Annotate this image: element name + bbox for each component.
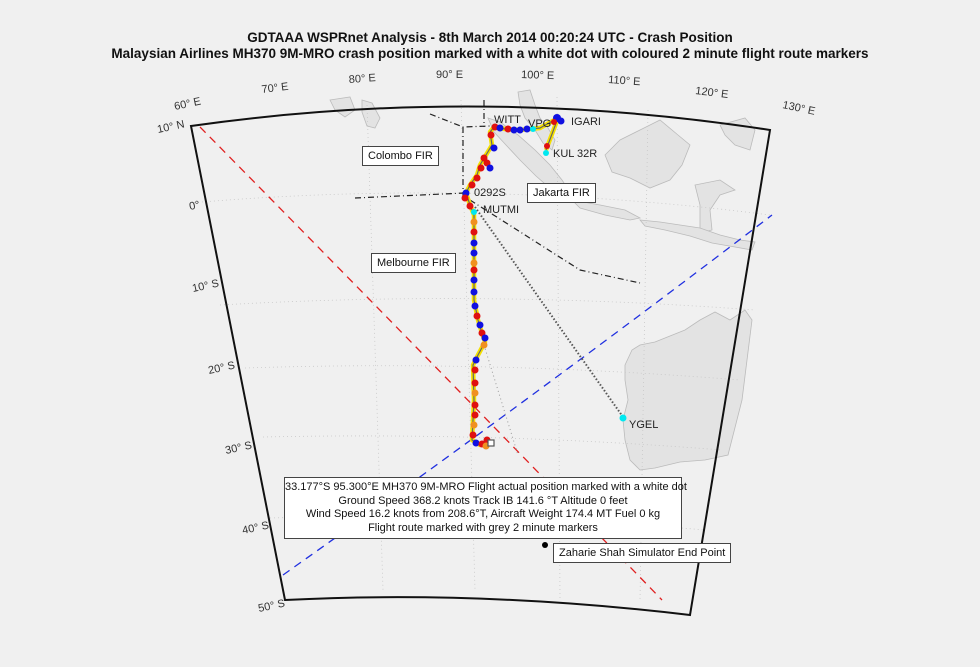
fir-boundaries <box>354 100 641 284</box>
simulator-end-point-label: Zaharie Shah Simulator End Point <box>553 543 732 563</box>
lon-label-130e: 130° E <box>781 99 816 118</box>
melbourne-fir-label: Melbourne FIR <box>371 253 456 273</box>
route-markers <box>461 114 565 450</box>
lat-label-10n: 10° N <box>156 118 186 135</box>
info-wind-speed: Wind Speed 16.2 knots from 208.6°T, Airc… <box>305 508 661 520</box>
waypoint-ygel: YGEL <box>629 419 658 431</box>
lon-label-100e: 100° E <box>521 69 555 82</box>
ygel-marker <box>619 414 627 422</box>
info-position: 33.177°S 95.300°E MH370 9M-MRO Flight ac… <box>285 481 687 493</box>
waypoint-0292s: 0292S <box>474 187 506 199</box>
lat-label-30s: 30° S <box>224 440 253 457</box>
lon-label-80e: 80° E <box>348 72 376 86</box>
waypoint-witt: WITT <box>494 114 521 126</box>
colombo-fir-label: Colombo FIR <box>362 146 439 166</box>
lon-label-70e: 70° E <box>261 81 289 96</box>
info-ground-speed: Ground Speed 368.2 knots Track IB 141.6 … <box>338 494 628 507</box>
waypoint-mutmi: MUTMI <box>483 204 519 216</box>
info-route-note: Flight route marked with grey 2 minute m… <box>368 521 598 534</box>
lat-label-40s: 40° S <box>241 520 270 537</box>
waypoint-igari: IGARI <box>571 116 601 128</box>
crash-position-marker <box>487 439 495 447</box>
ygel-dotted-path <box>474 206 624 418</box>
map-frame <box>189 105 772 617</box>
lat-label-0: 0° <box>188 199 201 213</box>
waypoint-vpg: VPG <box>528 118 551 130</box>
lon-label-60e: 60° E <box>173 96 202 113</box>
crash-info-box: 33.177°S 95.300°E MH370 9M-MRO Flight ac… <box>284 477 687 539</box>
lon-label-120e: 120° E <box>695 85 729 101</box>
lat-label-10s: 10° S <box>191 278 220 295</box>
jakarta-fir-label: Jakarta FIR <box>527 183 596 203</box>
lat-label-20s: 20° S <box>207 360 236 377</box>
chart-title: GDTAAA WSPRnet Analysis - 8th March 2014… <box>247 30 733 45</box>
lon-label-90e: 90° E <box>436 69 463 81</box>
lon-label-110e: 110° E <box>608 74 641 88</box>
lat-label-50s: 50° S <box>257 598 286 615</box>
waypoint-kul: KUL 32R <box>553 148 597 160</box>
chart-subtitle: Malaysian Airlines MH370 9M-MRO crash po… <box>111 46 869 61</box>
simulator-end-point-marker <box>542 542 548 548</box>
